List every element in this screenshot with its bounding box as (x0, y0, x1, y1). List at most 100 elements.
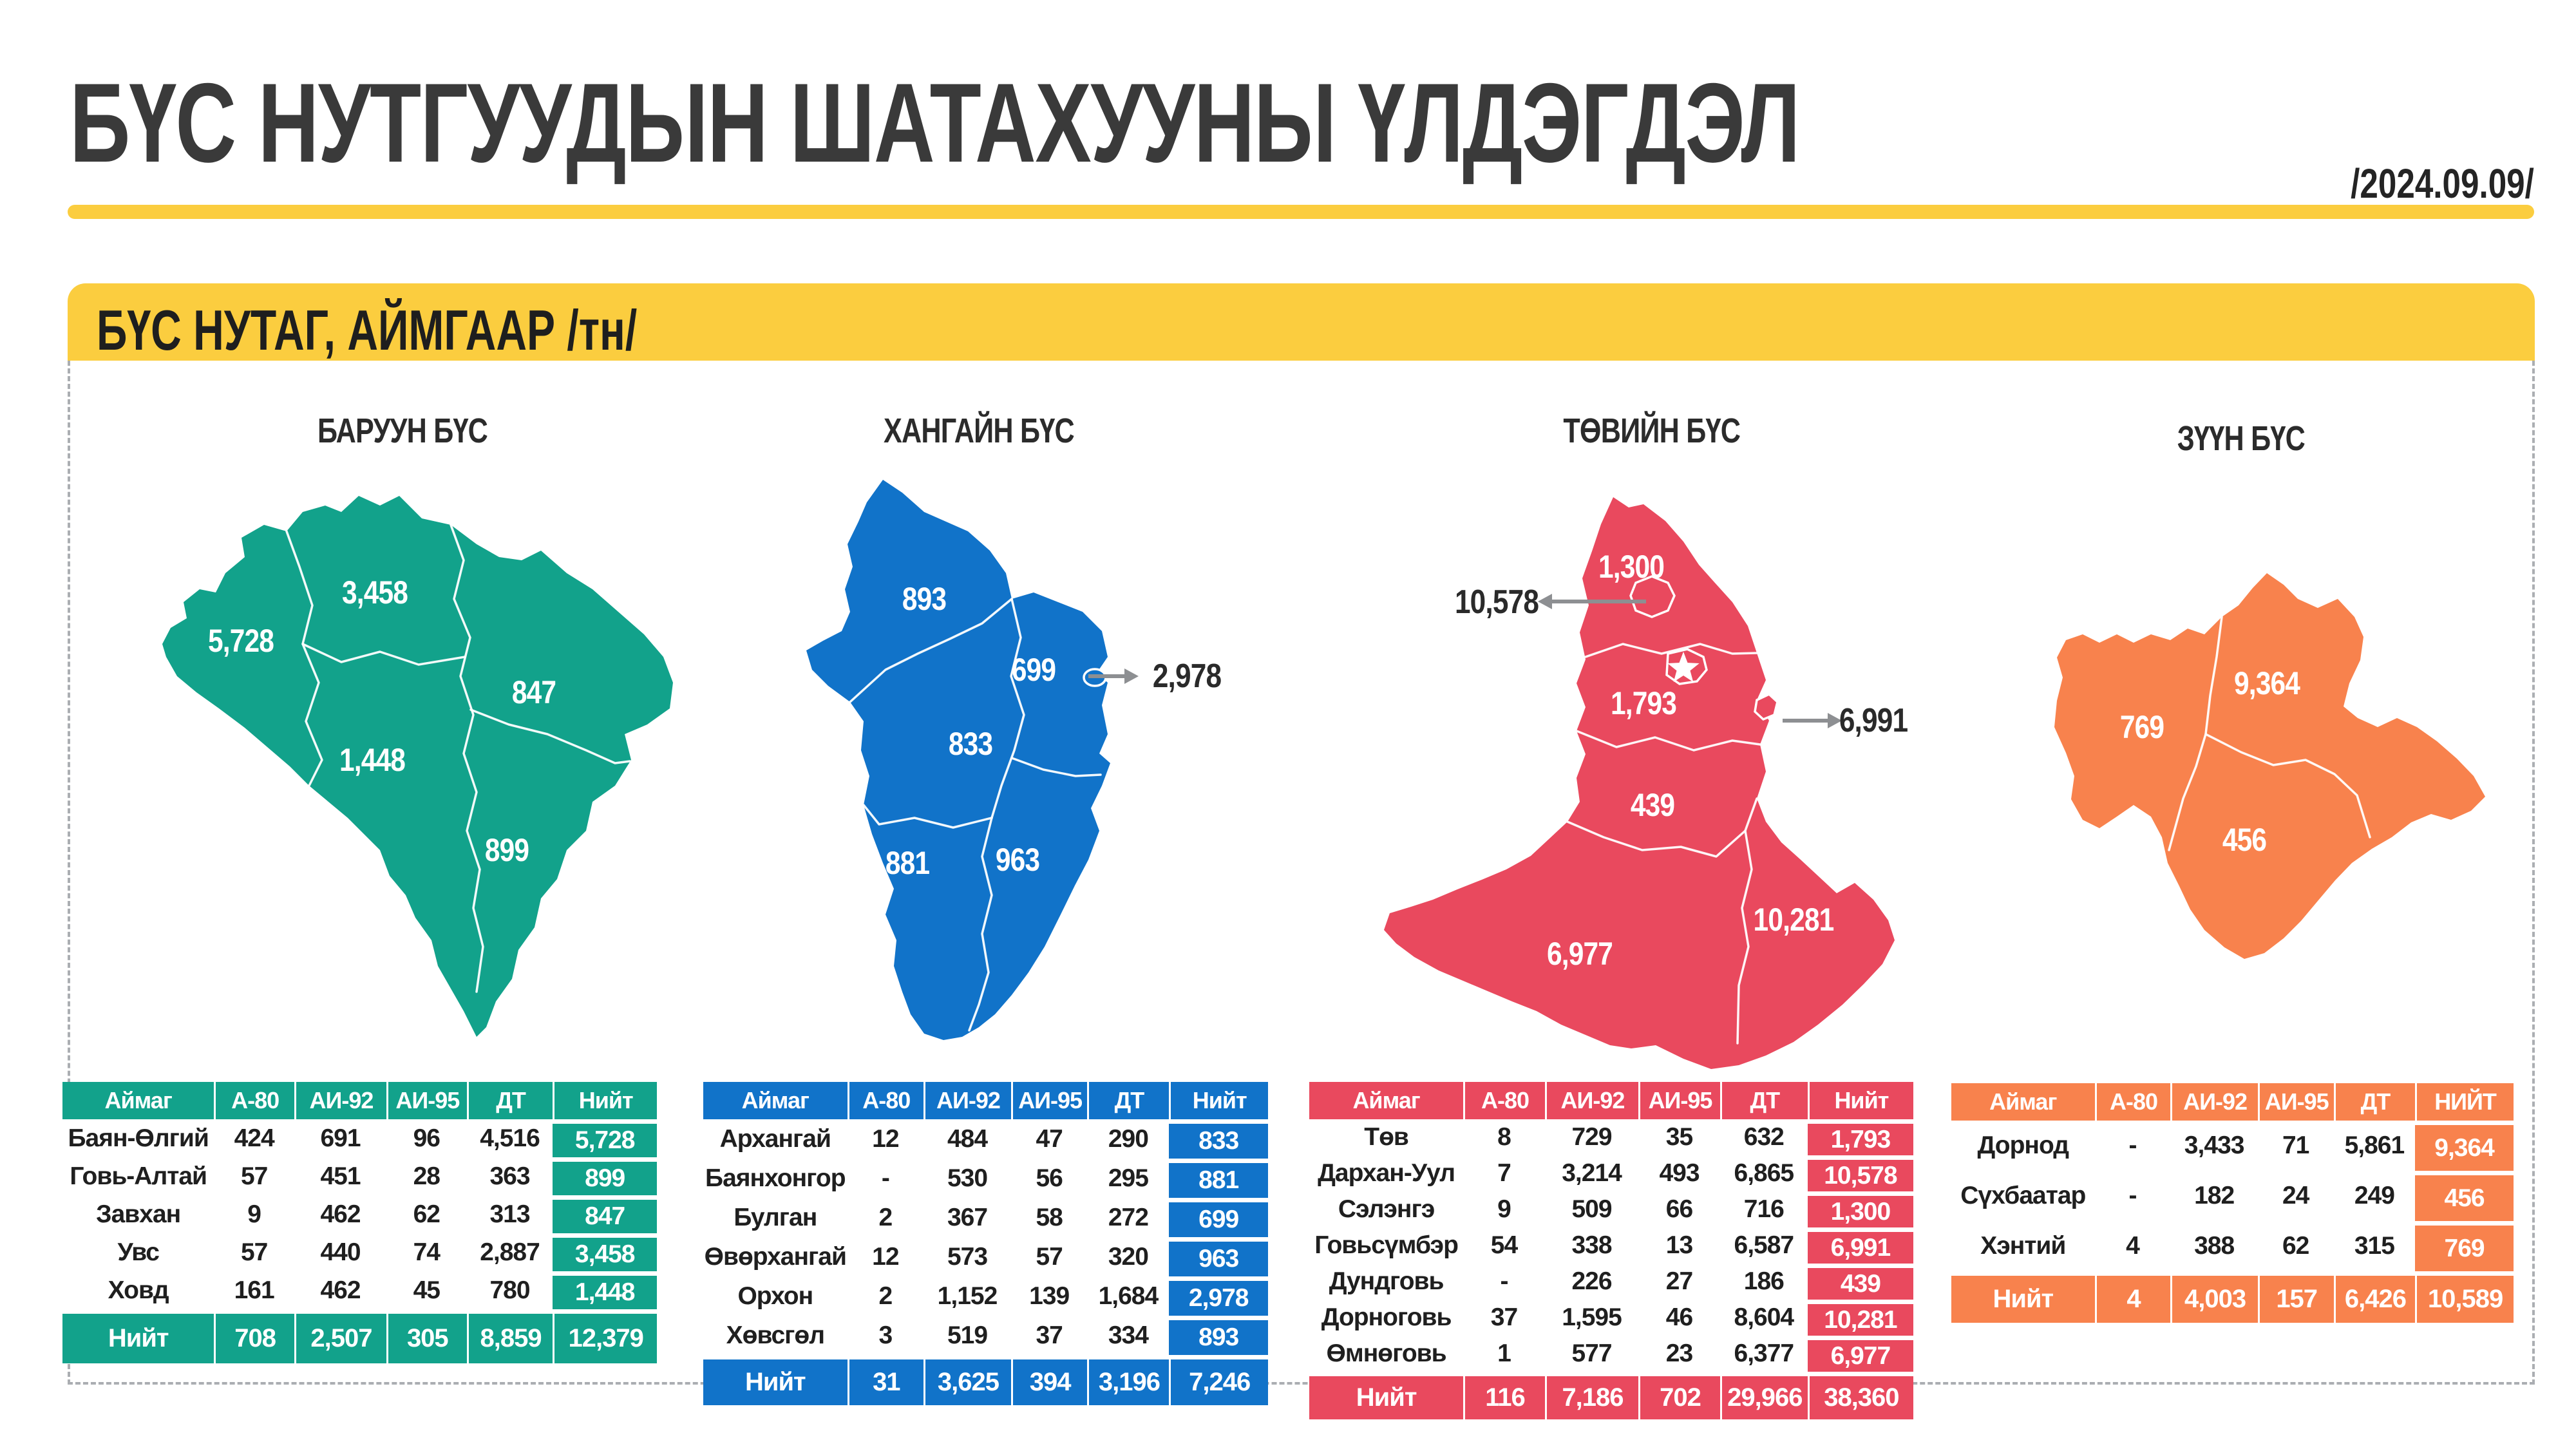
region-title-khangai: ХАНГАЙН БҮС (884, 412, 1075, 450)
table-row: Хэнтий 4 388 62 315 769 (1951, 1221, 2514, 1271)
table-row: Орхон 2 1,152 139 1,684 2,978 (703, 1276, 1268, 1316)
header-cell: НИЙТ (2415, 1083, 2514, 1121)
table-cell: - (881, 1164, 890, 1192)
map-western (129, 399, 676, 1043)
total-cell: 2,507 (294, 1309, 387, 1363)
total-cell: 305 (386, 1309, 467, 1363)
table-cell: 6,977 (1807, 1336, 1913, 1372)
map-value-label: 699 (1011, 652, 1056, 688)
table-cell: 9 (247, 1200, 261, 1228)
map-value-label: 769 (2119, 709, 2164, 745)
table-cell: 45 (413, 1276, 440, 1304)
table-cell: 37 (1036, 1321, 1063, 1349)
total-cell: 4,003 (2170, 1271, 2258, 1323)
map-value-label: 881 (885, 845, 930, 881)
callout-arrow-right (1783, 713, 1842, 728)
map-central (1365, 399, 1977, 1075)
total-cell: 3,625 (923, 1355, 1011, 1405)
table-row: Архангай 12 484 47 290 833 (703, 1119, 1268, 1159)
map-value-label: 439 (1630, 787, 1675, 823)
total-cell: Нийт (1951, 1271, 2095, 1323)
table-cell: 9 (1497, 1195, 1511, 1223)
table-total-row: Нийт 4 4,003 157 6,426 10,589 (1951, 1271, 2514, 1323)
table-cell: 424 (234, 1124, 275, 1152)
table-cell: 847 (553, 1195, 657, 1233)
table-cell: 1,684 (1098, 1282, 1159, 1310)
central-inner-border (1584, 643, 1758, 658)
table-cell: 509 (1571, 1195, 1612, 1223)
table-cell: 35 (1665, 1123, 1693, 1151)
table-cell: 530 (947, 1164, 988, 1192)
western-map-svg (162, 496, 673, 1037)
table-cell: 62 (2282, 1232, 2309, 1260)
total-cell: 7,246 (1169, 1355, 1268, 1405)
table-cell: Ховд (108, 1276, 169, 1304)
table-total-row: Нийт 116 7,186 702 29,966 38,360 (1309, 1372, 1913, 1419)
header-cell: А-80 (214, 1082, 294, 1119)
region-title-eastern: ЗҮҮН БҮС (2177, 419, 2306, 458)
table-cell: 139 (1029, 1282, 1070, 1310)
table-cell: 963 (1169, 1237, 1268, 1276)
table-cell: 96 (413, 1124, 440, 1152)
khangai-inner-border (990, 598, 1025, 819)
govisumber-enclave (1754, 692, 1779, 721)
region-title-central: ТӨВИЙН БҮС (1563, 412, 1741, 450)
table-cell: Төв (1364, 1123, 1409, 1151)
table-cell: 6,991 (1807, 1227, 1913, 1264)
table-cell: 8,604 (1734, 1303, 1795, 1331)
table-cell: 7 (1497, 1159, 1511, 1187)
table-cell: 290 (1108, 1124, 1149, 1153)
header-cell: АИ-95 (2257, 1083, 2334, 1121)
map-value-label: 5,728 (207, 623, 274, 659)
western-inner-border (285, 530, 323, 787)
map-value-label: 963 (995, 842, 1040, 878)
header-cell: ДТ (2333, 1083, 2416, 1121)
table-cell: Говь-Алтай (70, 1162, 207, 1190)
table-row: Өвөрхангай 12 573 57 320 963 (703, 1237, 1268, 1276)
khangai-map-shape (806, 480, 1110, 1040)
table-row: Төв 8 729 35 632 1,793 (1309, 1119, 1913, 1155)
table-cell: 8 (1497, 1123, 1511, 1151)
table-cell: - (1500, 1267, 1509, 1295)
khangai-inner-border (862, 804, 993, 829)
table-total-row: Нийт 31 3,625 394 3,196 7,246 (703, 1355, 1268, 1405)
khangai-inner-border (968, 817, 993, 1032)
table-cell: 439 (1807, 1264, 1913, 1300)
western-inner-border (469, 708, 631, 764)
table-cell: 295 (1108, 1164, 1149, 1192)
table-cell: 66 (1665, 1195, 1693, 1223)
header-cell: Аймаг (1951, 1083, 2095, 1121)
table-cell: 334 (1108, 1321, 1149, 1349)
table-cell: 440 (320, 1238, 361, 1266)
table-cell: - (2128, 1132, 2137, 1159)
table-cell: 6,377 (1734, 1340, 1795, 1367)
table-cell: 161 (234, 1276, 275, 1304)
total-cell: 7,186 (1544, 1372, 1639, 1419)
table-cell: 12 (872, 1124, 899, 1153)
table-cell: 573 (947, 1242, 988, 1271)
table-cell: 729 (1571, 1123, 1612, 1151)
eastern-map-shape (2054, 573, 2485, 959)
map-value-label: 3,458 (341, 574, 408, 611)
header-cell: ДТ (466, 1082, 553, 1119)
table-cell: 462 (320, 1276, 361, 1304)
table-cell: 57 (240, 1162, 268, 1190)
table-cell: 881 (1169, 1159, 1268, 1198)
total-cell: 10,589 (2415, 1271, 2514, 1323)
callout-arrow-left (1538, 594, 1646, 609)
table-cell: Сэлэнгэ (1338, 1195, 1435, 1223)
table-cell: Орхон (737, 1282, 813, 1310)
header-cell: АИ-92 (294, 1082, 387, 1119)
table-cell: Хэнтий (1980, 1232, 2066, 1260)
callout-label: 10,578 (1454, 583, 1539, 621)
table-cell: Өмнөговь (1326, 1340, 1447, 1367)
table-total-row: Нийт 708 2,507 305 8,859 12,379 (62, 1309, 657, 1363)
table-cell: 12 (872, 1242, 899, 1271)
table-cell: 62 (413, 1200, 440, 1228)
table-cell: 57 (240, 1238, 268, 1266)
khangai-inner-border (849, 598, 1013, 703)
map-value-label: 899 (484, 832, 529, 868)
map-value-label: 6,977 (1546, 936, 1613, 972)
table-row: Увс 57 440 74 2,887 3,458 (62, 1233, 657, 1271)
table-row: Говьсүмбэр 54 338 13 6,587 6,991 (1309, 1227, 1913, 1264)
